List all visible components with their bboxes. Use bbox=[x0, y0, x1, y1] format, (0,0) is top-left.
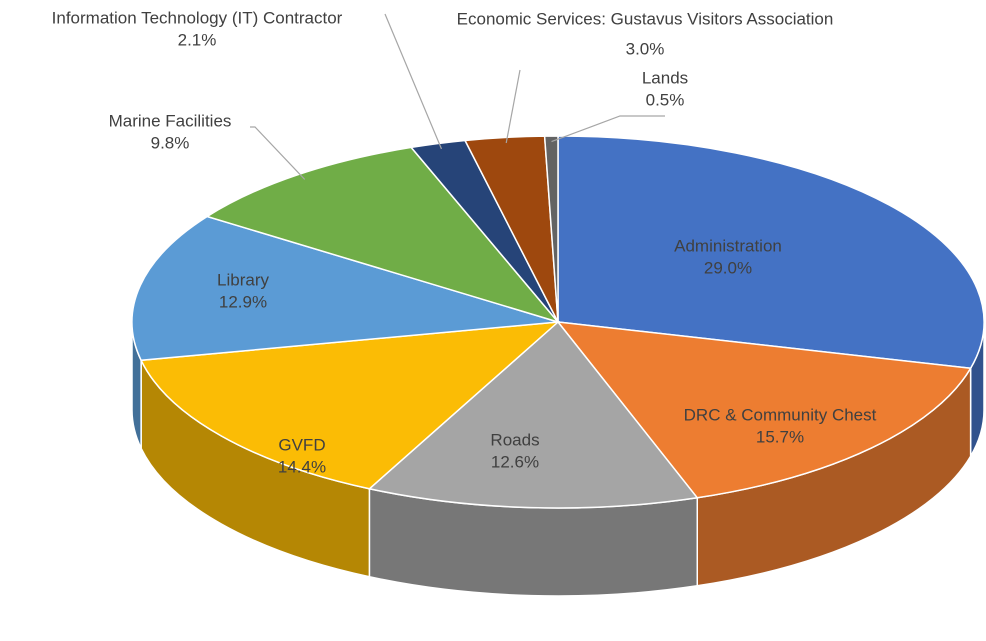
pie-slice bbox=[139, 321, 561, 490]
slice-label-name: Library bbox=[217, 270, 269, 289]
leader-line bbox=[384, 13, 443, 150]
pie-slice bbox=[367, 320, 699, 509]
slice-label-name: Roads bbox=[490, 430, 539, 449]
slice-label-value: 2.1% bbox=[178, 30, 217, 49]
pie-slice bbox=[543, 135, 559, 323]
slice-label-value: 14.4% bbox=[278, 457, 326, 476]
leader-line bbox=[250, 126, 306, 180]
slice-label-name: DRC & Community Chest bbox=[684, 405, 877, 424]
slice-label-value: 12.6% bbox=[491, 452, 539, 471]
pie-slice bbox=[557, 135, 985, 370]
slice-label-value: 9.8% bbox=[151, 133, 190, 152]
leader-line bbox=[551, 115, 665, 143]
slice-label-value: 15.7% bbox=[756, 427, 804, 446]
slice-label-name: Economic Services: Gustavus Visitors Ass… bbox=[457, 9, 834, 28]
pie-slice bbox=[556, 321, 972, 499]
slice-label-name: Information Technology (IT) Contractor bbox=[52, 8, 343, 27]
pie-slice bbox=[205, 146, 561, 324]
slice-label-value: 3.0% bbox=[626, 39, 665, 58]
slice-label-name: Administration bbox=[674, 236, 782, 255]
slice-label-name: Lands bbox=[642, 68, 688, 87]
slice-label-name: Marine Facilities bbox=[109, 111, 232, 130]
slice-label-name: GVFD bbox=[278, 435, 325, 454]
leader-line bbox=[505, 69, 521, 144]
pie-slice bbox=[131, 215, 559, 362]
slice-label-value: 12.9% bbox=[219, 292, 267, 311]
slice-label-value: 29.0% bbox=[704, 258, 752, 277]
slice-label-value: 0.5% bbox=[646, 90, 685, 109]
